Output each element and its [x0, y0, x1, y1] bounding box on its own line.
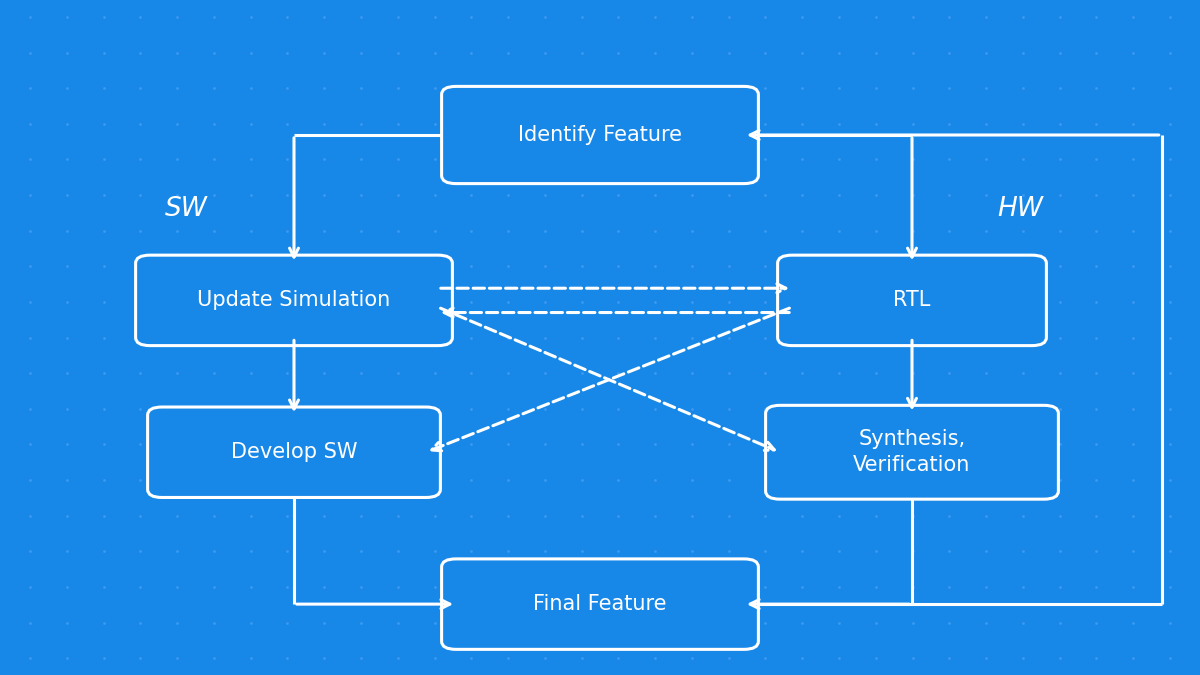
FancyBboxPatch shape [136, 255, 452, 346]
Text: Identify Feature: Identify Feature [518, 125, 682, 145]
FancyBboxPatch shape [148, 407, 440, 497]
Text: SW: SW [164, 196, 208, 222]
Text: Synthesis,
Verification: Synthesis, Verification [853, 429, 971, 475]
Text: HW: HW [997, 196, 1043, 222]
FancyBboxPatch shape [442, 559, 758, 649]
FancyBboxPatch shape [442, 86, 758, 184]
Text: RTL: RTL [893, 290, 931, 310]
FancyBboxPatch shape [766, 405, 1058, 500]
FancyBboxPatch shape [778, 255, 1046, 346]
Text: Update Simulation: Update Simulation [197, 290, 391, 310]
Text: Develop SW: Develop SW [230, 442, 358, 462]
Text: Final Feature: Final Feature [533, 594, 667, 614]
